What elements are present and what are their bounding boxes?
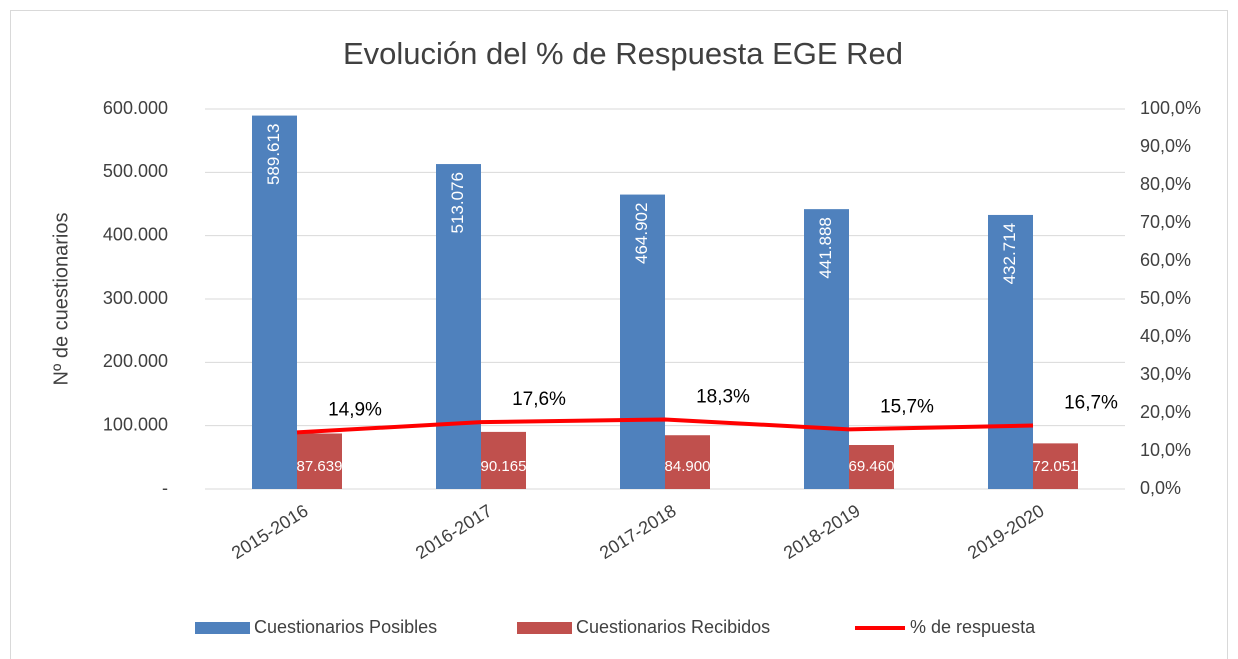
y-axis-title: Nº de cuestionarios — [50, 213, 72, 386]
bar-value-label: 87.639 — [297, 458, 343, 475]
bar — [297, 433, 342, 489]
bar — [620, 194, 665, 489]
line-value-label: 18,3% — [696, 386, 750, 407]
y-tick-label: - — [162, 478, 168, 498]
bar — [988, 214, 1033, 489]
y2-tick-label: 90,0% — [1140, 136, 1191, 156]
y2-tick-label: 100,0% — [1140, 98, 1201, 118]
line — [296, 417, 1034, 435]
line-value-label: 15,7% — [880, 396, 934, 417]
y-tick-label: 200.000 — [103, 351, 168, 371]
y2-tick-label: 20,0% — [1140, 402, 1191, 422]
y-tick-label: 300.000 — [103, 288, 168, 308]
bar-value-label: 69.460 — [849, 458, 895, 475]
chart-title: Evolución del % de Respuesta EGE Red — [343, 36, 903, 71]
bar — [665, 435, 710, 489]
legend-swatch — [517, 622, 572, 634]
y-tick-label: 400.000 — [103, 224, 168, 244]
line-value-label: 17,6% — [512, 389, 566, 410]
bar — [481, 431, 526, 489]
bar — [804, 209, 849, 489]
y2-tick-label: 0,0% — [1140, 478, 1181, 498]
y-tick-label: 500.000 — [103, 161, 168, 181]
bar-value-label: 513.076 — [448, 172, 467, 233]
bar — [252, 115, 297, 489]
bar-value-label: 90.165 — [481, 458, 527, 475]
bar-value-label: 464.902 — [632, 203, 651, 264]
legend-label: Cuestionarios Posibles — [254, 617, 437, 637]
legend-label: % de respuesta — [910, 617, 1036, 637]
y2-tick-label: 80,0% — [1140, 174, 1191, 194]
line-value-label: 14,9% — [328, 399, 382, 420]
legend-label: Cuestionarios Recibidos — [576, 617, 770, 637]
y-tick-label: 600.000 — [103, 98, 168, 118]
y2-tick-label: 40,0% — [1140, 326, 1191, 346]
y2-tick-label: 70,0% — [1140, 212, 1191, 232]
bar-value-label: 441.888 — [816, 217, 835, 278]
bar-value-label: 72.051 — [1033, 458, 1079, 475]
chart-border — [10, 10, 1228, 659]
legend-swatch — [195, 622, 250, 634]
y2-tick-label: 60,0% — [1140, 250, 1191, 270]
bar — [849, 445, 894, 489]
y2-tick-label: 30,0% — [1140, 364, 1191, 384]
y2-tick-label: 10,0% — [1140, 440, 1191, 460]
bar-value-label: 432.714 — [1000, 223, 1019, 284]
bar-value-label: 84.900 — [665, 458, 711, 475]
bar — [436, 164, 481, 489]
y2-tick-label: 50,0% — [1140, 288, 1191, 308]
y-tick-label: 100.000 — [103, 414, 168, 434]
bar-value-label: 589.613 — [264, 124, 283, 185]
line-value-label: 16,7% — [1064, 393, 1118, 414]
bar — [1033, 443, 1078, 489]
